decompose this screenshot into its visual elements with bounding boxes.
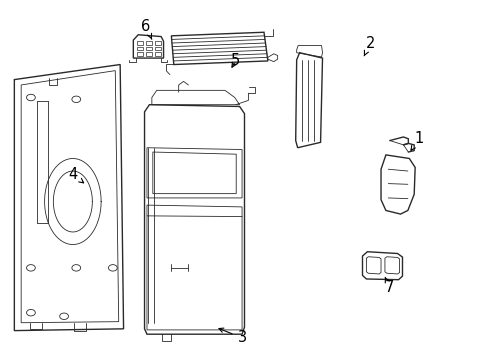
- Text: 3: 3: [219, 328, 246, 345]
- Text: 1: 1: [410, 131, 423, 150]
- Text: 6: 6: [141, 19, 151, 39]
- Text: 7: 7: [385, 277, 394, 295]
- Text: 5: 5: [231, 53, 240, 68]
- Text: 4: 4: [68, 167, 83, 183]
- Text: 2: 2: [364, 36, 374, 56]
